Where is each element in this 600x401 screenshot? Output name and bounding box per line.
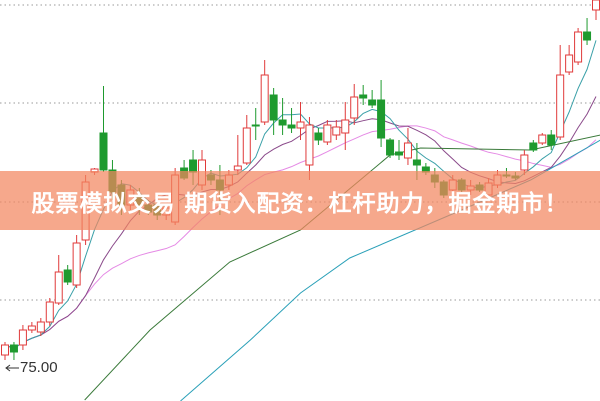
candle-up (242, 127, 251, 164)
candle-up (403, 142, 412, 159)
candle-up (592, 0, 600, 11)
candle-down (547, 134, 556, 146)
candle-up (305, 124, 314, 166)
candle-up (350, 96, 359, 119)
candle-down (278, 119, 287, 126)
candle-up (538, 134, 547, 144)
candle-up (1, 344, 9, 356)
candle-up (332, 126, 341, 136)
candle-down (269, 94, 278, 121)
candle-down (63, 269, 72, 283)
candle-down (529, 142, 538, 151)
candle-down (412, 159, 421, 166)
price-annotation-label: 75.00 (20, 359, 58, 376)
candle-up (296, 121, 305, 129)
candle-down (386, 139, 395, 156)
candle-up (36, 321, 45, 333)
candle-up (341, 119, 350, 134)
promo-banner: 股票模拟交易 期货入配资：杠杆助力，掘金期市！ (0, 171, 600, 230)
candle-up (18, 329, 27, 346)
candle-up (323, 124, 332, 143)
candle-up (233, 165, 242, 171)
annotation-arrowhead (5, 364, 11, 372)
banner-text: 股票模拟交易 期货入配资：杠杆助力，掘金期市！ (31, 190, 569, 217)
candle-up (260, 74, 269, 123)
candle-down (583, 31, 592, 41)
candle-up (54, 271, 63, 304)
candle-down (377, 99, 386, 139)
candle-down (287, 124, 296, 129)
candle-up (556, 74, 565, 138)
candle-down (251, 124, 260, 127)
candle-down (9, 344, 18, 353)
ma20-line (4, 125, 597, 350)
candle-up (574, 31, 583, 63)
candle-up (45, 301, 54, 323)
candle-up (565, 54, 574, 73)
candle-down (314, 132, 323, 141)
candle-up (520, 154, 529, 171)
candle-down (359, 94, 368, 99)
candle-up (72, 242, 81, 286)
candle-down (395, 151, 403, 156)
candle-down (99, 132, 108, 171)
candle-down (368, 99, 377, 106)
candle-up (27, 325, 36, 331)
